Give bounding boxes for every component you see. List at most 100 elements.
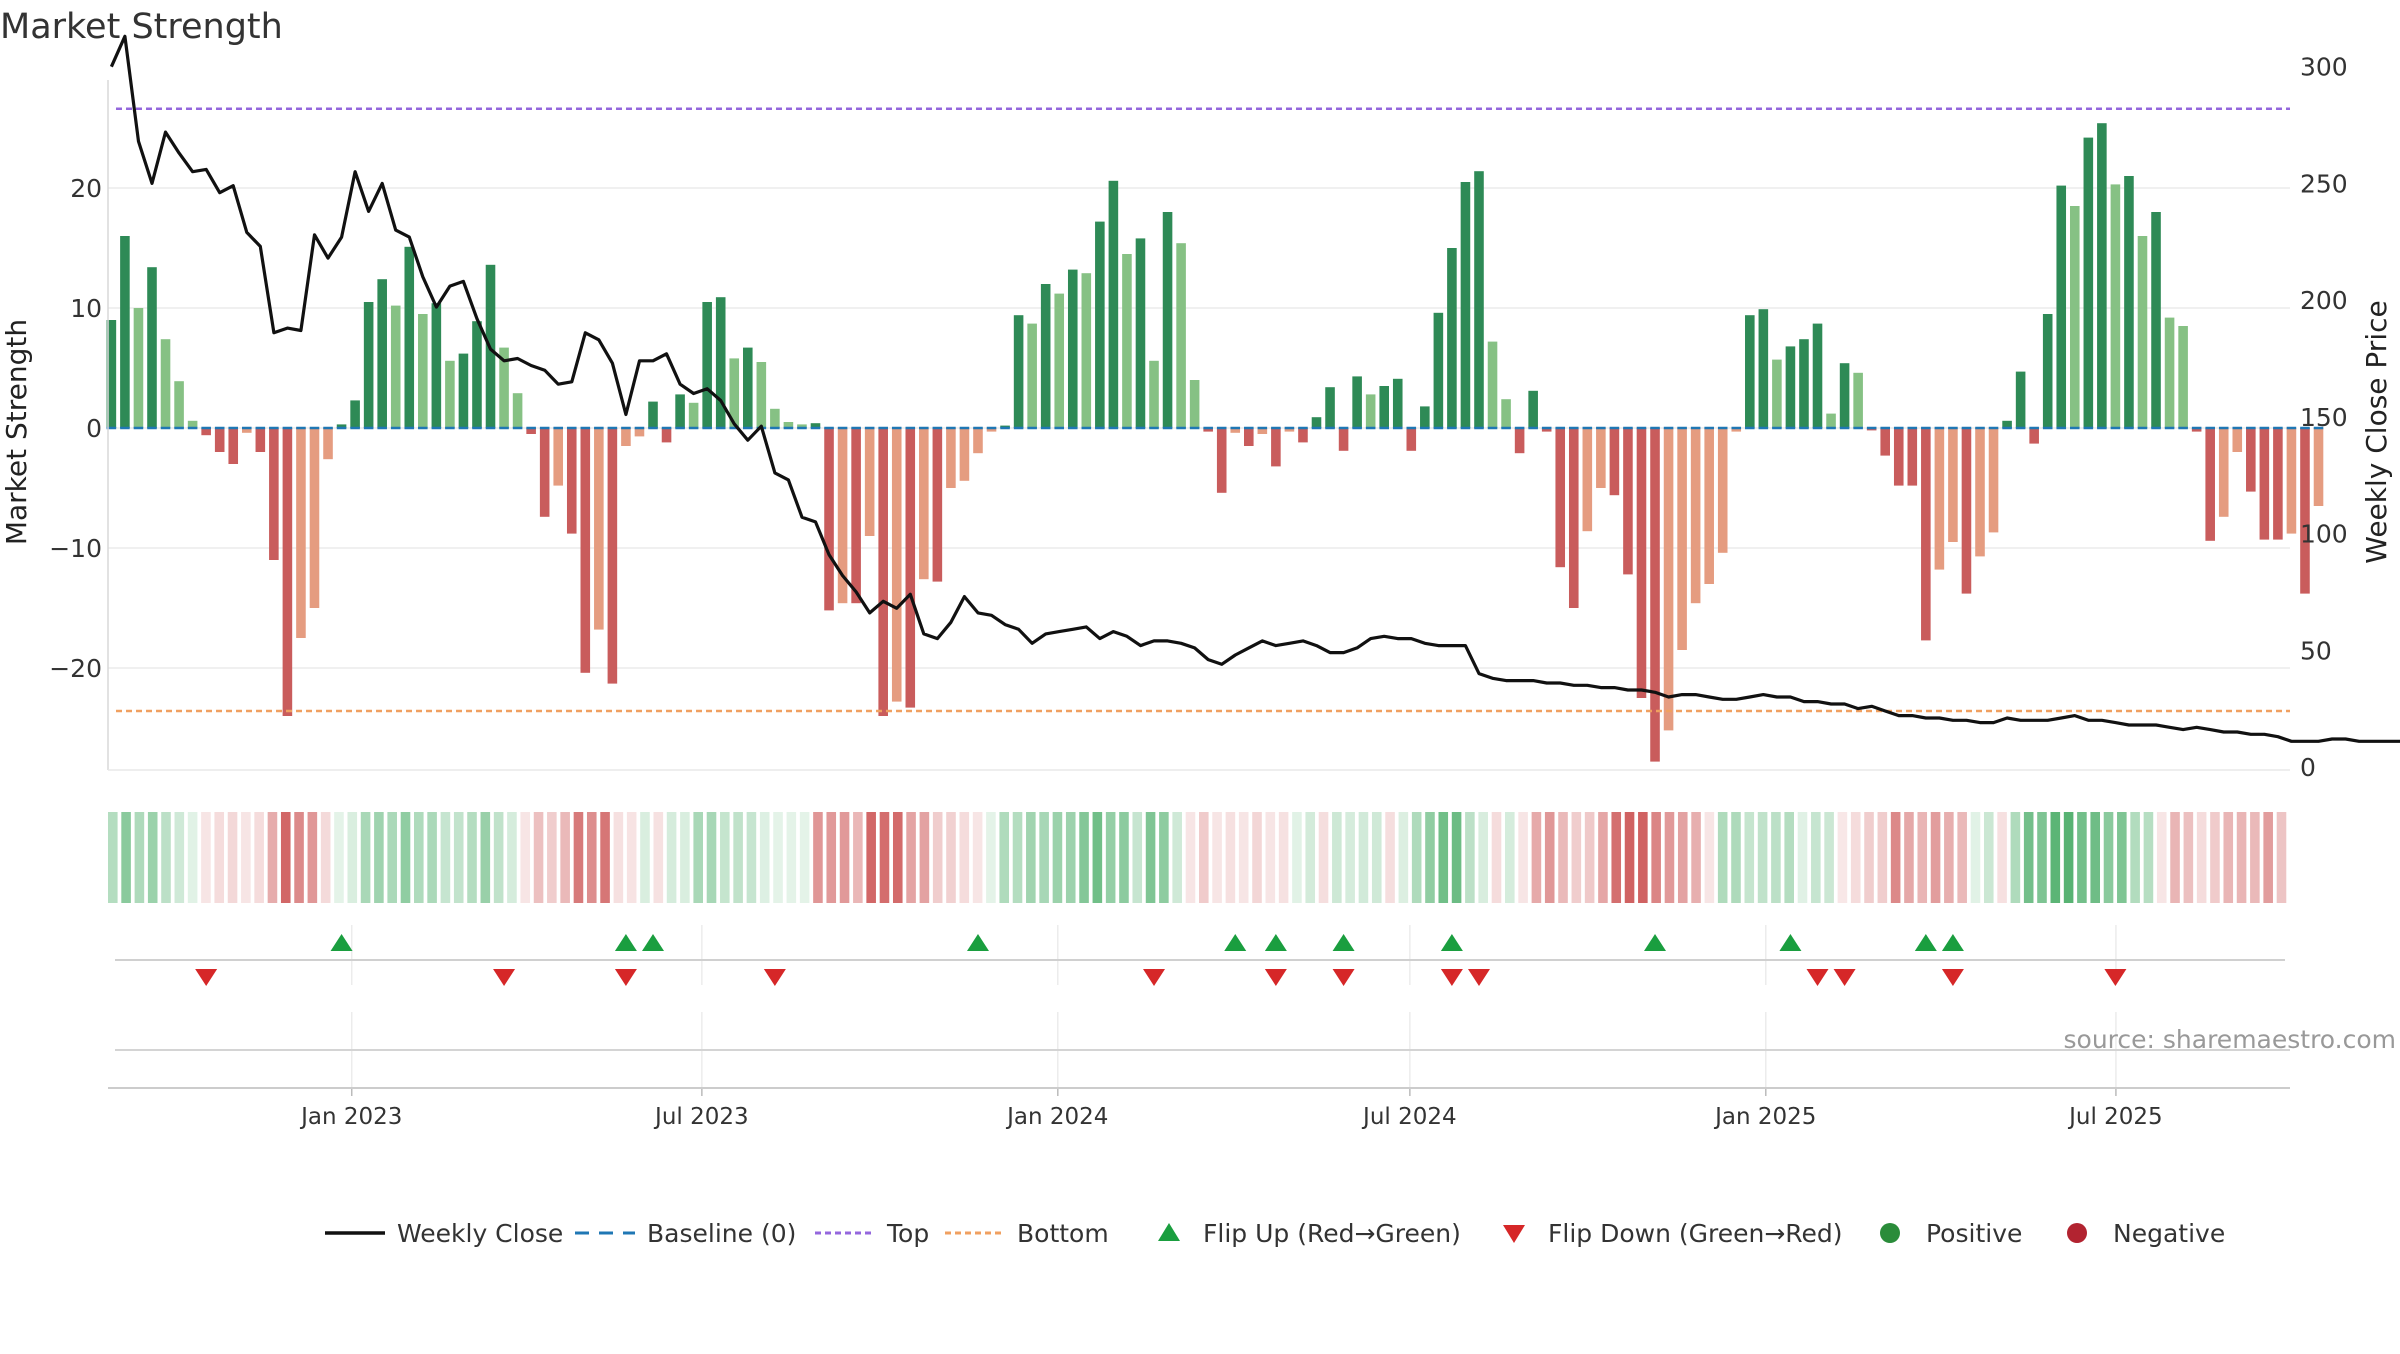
heat-cell bbox=[1505, 812, 1515, 903]
legend-label: Bottom bbox=[1017, 1219, 1109, 1248]
heat-cell bbox=[892, 812, 903, 903]
strength-bar bbox=[1826, 413, 1836, 428]
heat-cell bbox=[547, 812, 557, 903]
heat-cell bbox=[1970, 812, 1981, 903]
heat-cell bbox=[986, 812, 996, 903]
strength-bar bbox=[1176, 243, 1186, 428]
heat-cell bbox=[507, 812, 517, 903]
heat-cell bbox=[1132, 812, 1143, 903]
heat-cell bbox=[2170, 812, 2180, 903]
heat-cell bbox=[1877, 812, 1888, 903]
heat-cell bbox=[2103, 812, 2114, 903]
heat-cell bbox=[2050, 812, 2061, 903]
flip-up-marker bbox=[1224, 934, 1247, 951]
y-tick-label-left: −10 bbox=[49, 534, 102, 563]
strength-bar bbox=[1230, 428, 1241, 433]
legend-item: Positive bbox=[1880, 1219, 2022, 1248]
legend-label: Flip Up (Red→Green) bbox=[1203, 1219, 1461, 1248]
y-tick-label-right: 300 bbox=[2300, 53, 2348, 82]
y-tick-label-left: 0 bbox=[86, 414, 102, 443]
heat-cell bbox=[1119, 812, 1129, 903]
heat-cell bbox=[1518, 812, 1528, 903]
strength-bar bbox=[1934, 428, 1945, 570]
strength-bar bbox=[1582, 428, 1593, 532]
strength-bar bbox=[363, 302, 374, 428]
strength-bar bbox=[1568, 428, 1579, 608]
strength-bar bbox=[2002, 420, 2012, 428]
heat-cell bbox=[214, 812, 225, 903]
strength-bar bbox=[661, 428, 672, 443]
heat-cell bbox=[440, 812, 451, 903]
heat-cell bbox=[387, 812, 397, 903]
weekly-close-line bbox=[109, 34, 2400, 743]
heat-cell bbox=[1358, 812, 1369, 903]
strength-bar bbox=[1988, 428, 1999, 533]
strength-bar bbox=[2205, 428, 2215, 541]
heat-cell bbox=[1145, 812, 1156, 903]
strength-bar bbox=[1528, 390, 1538, 428]
strength-bar bbox=[1379, 386, 1389, 428]
strength-bar bbox=[1609, 428, 1620, 496]
strength-bar bbox=[1474, 171, 1484, 428]
strength-bar bbox=[1081, 273, 1092, 428]
strength-bar bbox=[2273, 428, 2283, 540]
strength-bar bbox=[1745, 315, 1755, 428]
strength-bar bbox=[891, 428, 902, 702]
y-tick-label-right: 50 bbox=[2300, 636, 2332, 665]
strength-bar bbox=[594, 428, 604, 630]
heat-cell bbox=[1997, 812, 2007, 903]
heat-cell bbox=[1385, 812, 1395, 903]
heat-cell bbox=[680, 812, 690, 903]
strength-bar bbox=[2259, 428, 2270, 540]
heat-cell bbox=[1199, 812, 1209, 903]
heat-cell bbox=[693, 812, 703, 903]
heat-cell bbox=[1305, 812, 1316, 903]
heat-cell bbox=[1797, 812, 1808, 903]
heat-cell bbox=[467, 812, 477, 903]
heat-cell bbox=[653, 812, 664, 903]
heat-cell bbox=[174, 812, 185, 903]
heat-cell bbox=[1491, 812, 1502, 903]
heat-cell bbox=[1478, 812, 1488, 903]
flip-markers-panel bbox=[115, 925, 2285, 986]
strength-bar bbox=[499, 347, 509, 428]
strength-bar bbox=[350, 400, 360, 428]
heat-cell bbox=[746, 812, 757, 903]
strength-bar bbox=[2246, 428, 2256, 492]
heat-cell bbox=[1664, 812, 1675, 903]
strength-bar bbox=[377, 279, 387, 428]
heat-cell bbox=[1824, 812, 1834, 903]
heat-cell bbox=[254, 812, 264, 903]
heat-cell bbox=[280, 812, 291, 903]
strength-bar bbox=[106, 320, 117, 428]
strength-bar bbox=[445, 360, 455, 428]
heat-cell bbox=[241, 812, 251, 903]
legend-item: Top bbox=[815, 1219, 929, 1248]
legend-label: Weekly Close bbox=[397, 1219, 563, 1248]
heat-cell bbox=[1185, 812, 1196, 903]
heat-cell bbox=[2143, 812, 2154, 903]
strength-bar bbox=[1095, 221, 1105, 428]
heat-cell bbox=[2077, 812, 2087, 903]
strength-bar bbox=[729, 358, 740, 428]
heat-cell bbox=[187, 812, 198, 903]
heat-cell bbox=[1917, 812, 1928, 903]
heat-cell bbox=[1890, 812, 1901, 903]
heat-cell bbox=[1398, 812, 1409, 903]
heat-cell bbox=[480, 812, 491, 903]
heat-cell bbox=[108, 812, 118, 903]
heat-cell bbox=[1332, 812, 1342, 903]
strength-bar bbox=[390, 305, 401, 428]
strength-bars bbox=[106, 123, 2324, 762]
heat-cell bbox=[1172, 812, 1182, 903]
strength-bar bbox=[472, 321, 482, 428]
y-axis-right-label: Weekly Close Price bbox=[2360, 300, 2393, 563]
strength-bar bbox=[634, 428, 645, 437]
strength-bar bbox=[1487, 341, 1498, 428]
flip-down-marker bbox=[1467, 969, 1490, 986]
strength-bar bbox=[1338, 428, 1349, 451]
heat-cell bbox=[786, 812, 797, 903]
heat-cell bbox=[2023, 812, 2034, 903]
heat-cell bbox=[360, 812, 371, 903]
strength-bar bbox=[1135, 238, 1146, 428]
